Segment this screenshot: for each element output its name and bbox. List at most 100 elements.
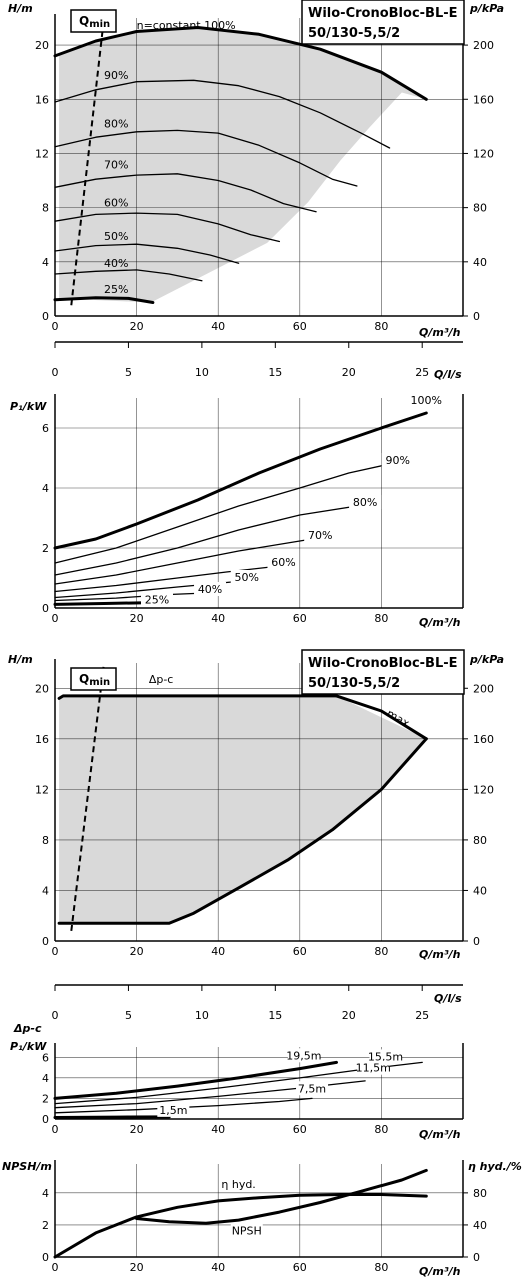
chart4-series-label-bg <box>369 1049 402 1064</box>
flowaxis2-tick-label: 10 <box>195 1009 209 1022</box>
chart2-series-label-1: 90% <box>385 454 409 467</box>
chart5-y2-tick-label: 40 <box>473 1219 487 1232</box>
chart1-series-label-7: 25% <box>104 283 128 296</box>
chart4-series-label-bg <box>287 1048 320 1063</box>
chart3-y2-tick-label: 80 <box>473 834 487 847</box>
flowaxis2-tick-label: 0 <box>52 1009 59 1022</box>
chart3-qmin-label: Qmin <box>79 672 110 688</box>
chart3-title-line1: Wilo-CronoBloc-BL-E <box>308 656 458 671</box>
chart5-x-tick-label: 80 <box>374 1261 388 1274</box>
chart5-y-axis-label: NPSH/m <box>2 1160 52 1173</box>
chart5-y2-axis-label: η hyd./% <box>468 1160 522 1173</box>
flow-axis2-label: Q/l/s <box>434 992 462 1005</box>
flowaxis1-tick-label: 0 <box>52 366 59 379</box>
chart2-series-line-2 <box>54 505 358 576</box>
chart2-x-tick-label: 20 <box>130 612 144 625</box>
chart1-series-line-5 <box>54 243 240 264</box>
chart4-series-line-3 <box>54 1097 313 1114</box>
chart2-plot: 0 20 40 60 80 0 2 4 6 100% 90% 80% 70% 60% 50% 40% 25% <box>42 393 464 625</box>
chart3-title-box: Wilo-CronoBloc-BL-E 50/130-5,5/2 <box>301 649 465 695</box>
chart1-x-tick-label: 20 <box>130 320 144 333</box>
chart2-y-tick-label: 0 <box>42 602 49 615</box>
chart5-x-tick-label: 40 <box>211 1261 225 1274</box>
chart1-x-tick-label: 0 <box>52 320 59 333</box>
chart2-series-label-4: 60% <box>271 556 295 569</box>
chart3-y-tick-label: 0 <box>42 935 49 948</box>
chart4-x-tick-label: 0 <box>52 1123 59 1136</box>
chart2-series-label-3: 70% <box>308 529 332 542</box>
flowaxis1-tick-label: 5 <box>125 366 132 379</box>
chart2-series-label-6: 40% <box>198 583 222 596</box>
chart4-x-tick-label: 80 <box>374 1123 388 1136</box>
chart2-series-label-bg <box>194 582 227 596</box>
chart2-x-tick-label: 40 <box>211 612 225 625</box>
chart2-series-label-bg <box>381 453 414 467</box>
chart3-y2-tick-label: 120 <box>473 783 494 796</box>
flowaxis1-tick-label: 20 <box>342 366 356 379</box>
chart1-qmin-line <box>70 17 105 306</box>
chart4-series-label-2: 11,5m <box>356 1062 391 1075</box>
chart2-series-label-2: 80% <box>353 496 377 509</box>
chart2-series-label-7: 25% <box>145 594 169 607</box>
chart1-x-tick-label: 60 <box>293 320 307 333</box>
chart1-x-axis-label: Q/m³/h <box>419 326 461 339</box>
chart1-title-box: Wilo-CronoBloc-BL-E 50/130-5,5/2 <box>301 0 465 45</box>
chart1-series-line-4 <box>54 212 281 243</box>
chart4-series-line-4 <box>53 1115 171 1119</box>
chart1-series-line-3 <box>54 173 317 213</box>
chart4-x-axis-label: Q/m³/h <box>419 1128 461 1141</box>
chart4-x-tick-label: 40 <box>211 1123 225 1136</box>
flowaxis1-tick-label: 15 <box>268 366 282 379</box>
flowaxis2-tick-label: 20 <box>342 1009 356 1022</box>
chart1-operating-envelope <box>55 27 427 303</box>
chart3-series-label-0: Δp-c <box>149 673 174 686</box>
chart4-series-label-4: 1,5m <box>159 1104 187 1117</box>
chart3-series-line-1 <box>335 694 428 741</box>
chart3-x-tick-label: 60 <box>293 945 307 958</box>
chart1-y2-tick-label: 200 <box>473 39 494 52</box>
chart3-title-line2: 50/130-5,5/2 <box>308 676 400 691</box>
chart1-title-line2: 50/130-5,5/2 <box>308 26 400 41</box>
flowaxis1-tick-label: 25 <box>415 366 429 379</box>
chart2-series-label-bg <box>304 528 337 542</box>
chart1-x-tick-label: 40 <box>211 320 225 333</box>
chart3-y-tick-label: 20 <box>35 682 49 695</box>
chart1-qmin-box: Qmin <box>70 9 117 33</box>
chart2-series-label-bg <box>410 393 443 407</box>
chart4-series-label-0: 19,5m <box>286 1049 321 1062</box>
flow-axis1: 0 5 10 15 20 25 <box>52 341 463 379</box>
chart5-x-axis-label: Q/m³/h <box>419 1265 461 1278</box>
chart1-y-tick-label: 0 <box>42 310 49 323</box>
chart1-plot: 0 20 40 60 8004812162004080120160200n=consta… <box>35 14 494 333</box>
chart5-y-tick-label: 0 <box>42 1251 49 1264</box>
chart3-y2-tick-label: 0 <box>473 935 480 948</box>
chart2-series-label-bg <box>230 570 263 584</box>
chart2-series-line-3 <box>54 538 313 585</box>
chart1-y2-tick-label: 120 <box>473 147 494 160</box>
chart1-y2-tick-label: 80 <box>473 202 487 215</box>
chart2-series-label-5: 50% <box>235 571 259 584</box>
chart2-series-line-1 <box>54 463 391 564</box>
chart1-series-line-0 <box>53 26 428 101</box>
chart1-y-axis-label: H/m <box>8 2 33 15</box>
chart2-series-label-bg <box>267 555 300 569</box>
chart1-series-line-6 <box>54 269 203 282</box>
chart3-operating-envelope <box>59 695 427 924</box>
flowaxis2-tick-label: 15 <box>268 1009 282 1022</box>
chart3-qmin-box: Qmin <box>70 667 117 691</box>
chart3-x-tick-label: 20 <box>130 945 144 958</box>
chart4-series-line-0 <box>53 1060 338 1100</box>
chart3-qmin-line <box>70 662 105 932</box>
chart1-series-label-6: 40% <box>104 257 128 270</box>
chart3-y-tick-label: 8 <box>42 834 49 847</box>
chart1-y-tick-label: 4 <box>42 256 49 269</box>
chart3-y-tick-label: 16 <box>35 733 49 746</box>
chart3-x-axis-label: Q/m³/h <box>419 948 461 961</box>
chart3-y2-tick-label: 160 <box>473 733 494 746</box>
chart1-y-tick-label: 12 <box>35 147 49 160</box>
